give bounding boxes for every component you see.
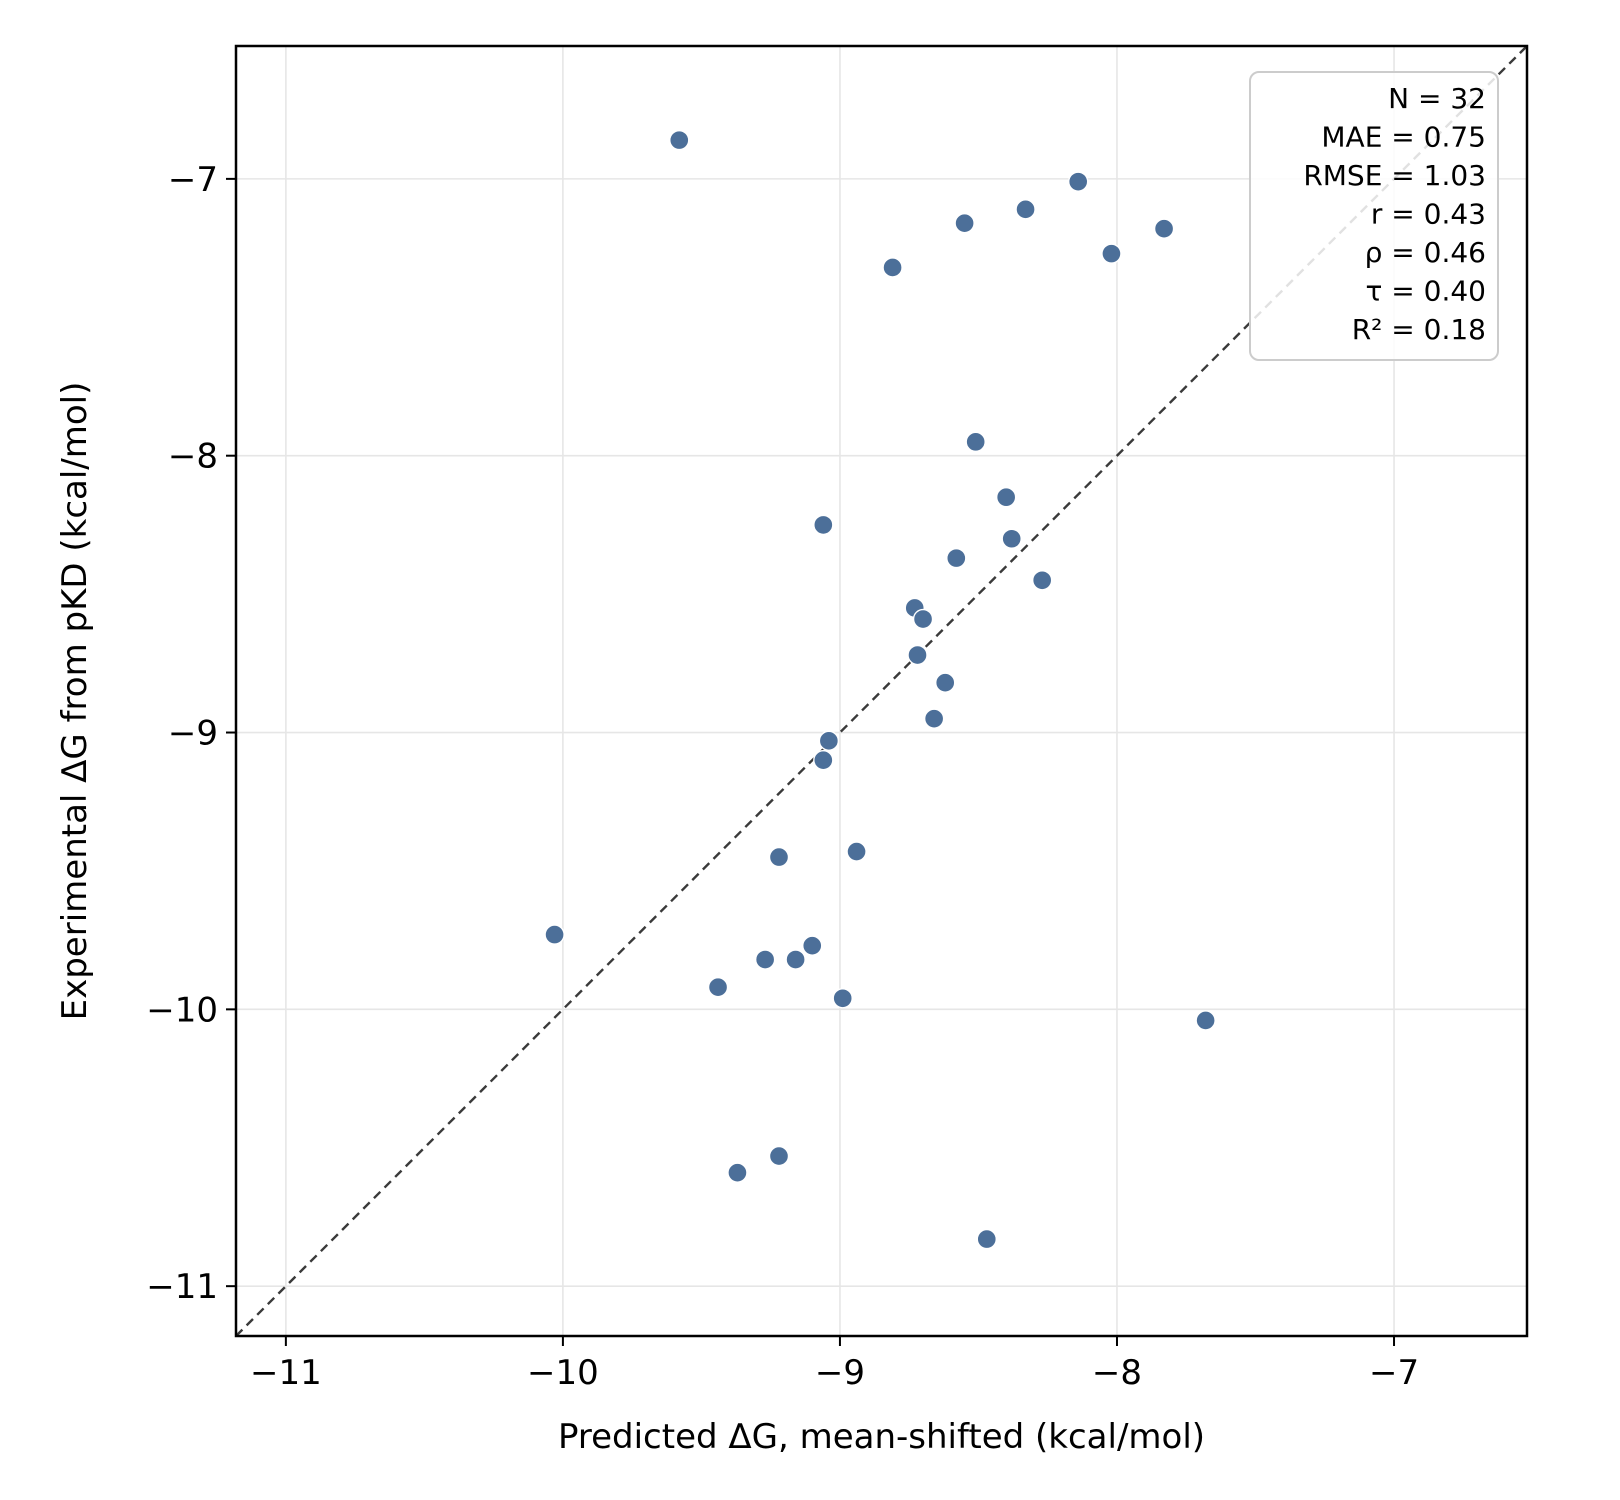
x-tick-label-4: −7 — [1369, 1353, 1419, 1393]
stats-box-frame — [1249, 71, 1499, 361]
data-point-20 — [846, 841, 867, 862]
data-point-8 — [995, 487, 1017, 508]
stat-line-2: RMSE = 1.03 — [1303, 159, 1486, 192]
x-tick-label-1: −10 — [527, 1353, 599, 1393]
data-point-21 — [768, 846, 790, 868]
x-axis-ticks: −11 −10 −9 −8 −7 — [250, 1336, 1419, 1393]
data-points — [544, 129, 1216, 1250]
y-axis-ticks: −11 −10 −9 −8 −7 — [146, 160, 236, 1307]
data-point-4 — [1153, 218, 1175, 239]
stat-line-3: r = 0.43 — [1371, 198, 1486, 231]
stat-line-1: MAE = 0.75 — [1321, 121, 1486, 154]
data-point-16 — [935, 672, 956, 693]
data-point-26 — [707, 977, 729, 998]
data-point-18 — [818, 730, 840, 752]
y-tick-label-3: −8 — [168, 437, 218, 477]
x-axis-title: Predicted ΔG, mean-shifted (kcal/mol) — [558, 1417, 1205, 1457]
data-point-10 — [1001, 528, 1022, 549]
stat-line-4: ρ = 0.46 — [1365, 236, 1486, 269]
data-point-3 — [1015, 199, 1036, 220]
x-tick-label-2: −9 — [815, 1353, 865, 1393]
data-point-31 — [976, 1228, 997, 1250]
data-point-9 — [813, 514, 834, 536]
stat-line-6: R² = 0.18 — [1352, 313, 1486, 346]
data-point-11 — [946, 547, 967, 569]
data-point-25 — [785, 949, 806, 970]
data-point-22 — [544, 924, 565, 945]
y-tick-label-1: −10 — [146, 990, 218, 1030]
data-point-27 — [832, 988, 853, 1009]
data-point-15 — [907, 644, 928, 666]
stat-line-5: τ = 0.40 — [1366, 275, 1486, 308]
y-axis-title: Experimental ΔG from pKD (kcal/mol) — [55, 382, 95, 1021]
data-point-19 — [813, 750, 834, 771]
plot-frame — [234, 44, 1529, 1338]
stats-legend-box: N = 32 MAE = 0.75 RMSE = 1.03 r = 0.43 ρ = 0… — [1249, 71, 1499, 361]
x-tick-label-0: −11 — [250, 1353, 322, 1393]
data-point-23 — [802, 935, 823, 956]
data-point-14 — [912, 608, 934, 630]
data-point-30 — [727, 1162, 748, 1183]
stat-line-0: N = 32 — [1388, 82, 1486, 115]
data-point-6 — [882, 257, 903, 278]
data-point-7 — [965, 431, 986, 453]
data-point-29 — [768, 1145, 790, 1167]
data-point-12 — [1031, 570, 1053, 591]
y-tick-label-2: −9 — [168, 714, 218, 754]
data-point-28 — [1195, 1010, 1216, 1031]
data-point-24 — [754, 949, 776, 970]
y-tick-label-0: −11 — [146, 1267, 218, 1307]
data-point-5 — [1101, 243, 1122, 264]
data-point-1 — [1067, 171, 1089, 192]
x-tick-label-3: −8 — [1092, 1353, 1142, 1393]
y-tick-label-4: −7 — [168, 160, 218, 200]
data-point-17 — [923, 708, 945, 729]
data-point-2 — [954, 212, 975, 234]
data-point-0 — [669, 129, 690, 151]
